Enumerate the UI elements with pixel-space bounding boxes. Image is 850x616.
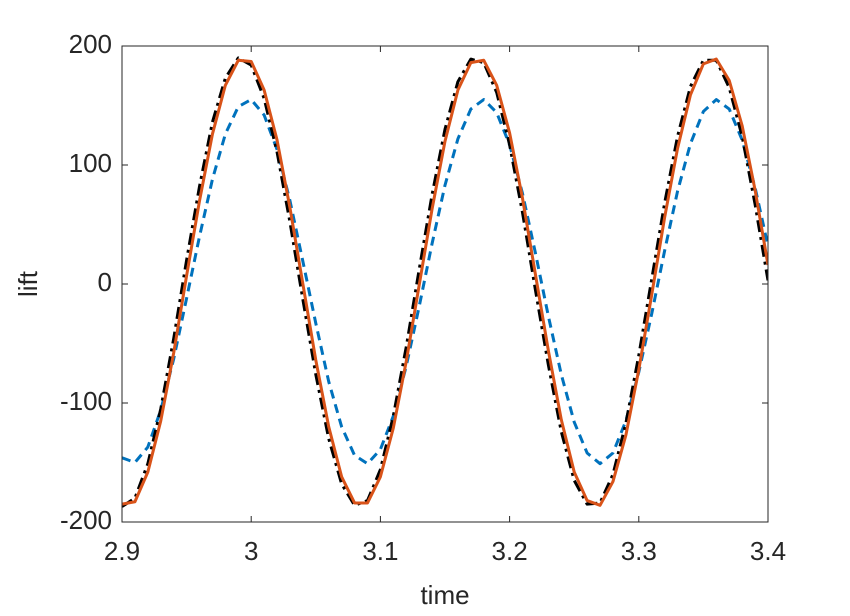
series-line xyxy=(122,57,768,507)
plot-frame xyxy=(121,45,769,523)
x-tick-label: 3.1 xyxy=(362,536,398,566)
x-tick-label: 3.4 xyxy=(750,536,786,566)
y-tick-label: 0 xyxy=(98,267,112,297)
y-tick-label: 200 xyxy=(69,29,112,59)
x-tick-label: 3.3 xyxy=(621,536,657,566)
y-tick-label: 100 xyxy=(69,148,112,178)
y-tick-label: -100 xyxy=(60,386,112,416)
series-line xyxy=(122,56,768,508)
x-tick-label: 3.2 xyxy=(492,536,528,566)
x-tick-label: 2.9 xyxy=(104,536,140,566)
x-axis-label: time xyxy=(420,580,469,610)
x-tick-label: 3 xyxy=(244,536,258,566)
y-tick-label: -200 xyxy=(60,505,112,535)
series-line xyxy=(122,98,768,466)
y-axis-label: lift xyxy=(13,270,43,297)
